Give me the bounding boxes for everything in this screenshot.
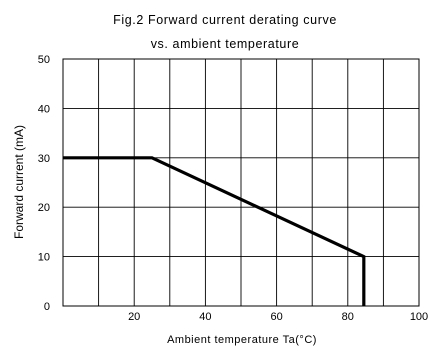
x-tick-label-60: 60 [270,311,282,323]
x-tick-label-40: 40 [199,311,211,323]
y-tick-label-40: 40 [38,103,50,115]
plot-frame [62,58,420,307]
y-tick-label-20: 20 [38,202,50,214]
y-tick-label-30: 30 [38,153,50,165]
x-tick-label-100: 100 [410,311,428,323]
y-axis-label: Forward current (mA) [12,125,26,239]
y-tick-label-0: 0 [44,301,50,313]
x-tick-labels: 20 40 60 80 100 [128,311,428,323]
y-tick-label-50: 50 [38,54,50,66]
grid-lines [63,59,419,306]
x-tick-label-20: 20 [128,311,140,323]
y-tick-label-10: 10 [38,252,50,264]
y-tick-labels: 0 10 20 30 40 50 [38,54,50,313]
x-axis-label: Ambient temperature Ta(°C) [167,334,317,346]
x-tick-label-80: 80 [342,311,354,323]
chart-title-line-1: Fig.2 Forward current derating curve [113,13,337,27]
chart-title-line-2: vs. ambient temperature [151,37,300,51]
series-line-0 [63,156,366,306]
series-group [63,156,366,306]
